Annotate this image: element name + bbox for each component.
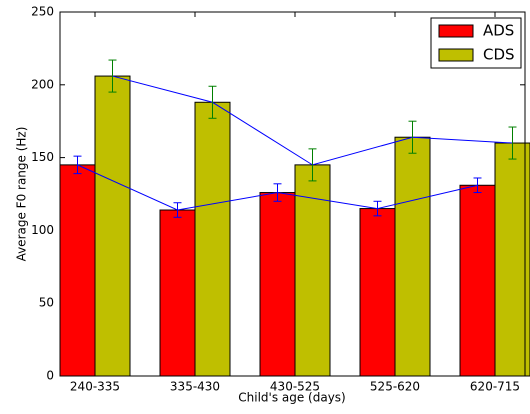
error-bar (308, 148, 317, 182)
x-tick-label: 240-335 (70, 380, 120, 394)
plot-frame (59, 11, 526, 377)
error-bar (273, 183, 282, 202)
y-tick-label: 50 (39, 296, 54, 310)
x-tick-label: 335-430 (170, 380, 220, 394)
error-bar (373, 200, 382, 217)
y-tick-label: 100 (31, 223, 54, 237)
x-tick-label: 430-525 (270, 380, 320, 394)
bar (359, 208, 396, 377)
error-bar (108, 59, 117, 93)
error-bar (173, 202, 182, 218)
error-bar (408, 120, 417, 154)
bar (394, 136, 431, 377)
x-axis-label: Child's age (days) (238, 391, 346, 405)
legend-swatch (438, 48, 474, 62)
y-tick-label: 200 (31, 77, 54, 91)
bar (94, 75, 131, 377)
y-tick-label: 250 (31, 5, 54, 19)
error-bar (208, 85, 217, 119)
legend-swatch (438, 24, 474, 38)
bar (159, 209, 196, 377)
y-tick-label: 150 (31, 150, 54, 164)
error-bar (73, 155, 82, 175)
bar (259, 192, 296, 377)
x-tick-label: 525-620 (370, 380, 420, 394)
error-bar (473, 177, 482, 194)
y-tick-label: 0 (46, 369, 54, 383)
legend-label: CDS (483, 46, 515, 64)
bar (194, 101, 231, 377)
bar (459, 184, 496, 377)
x-tick-label: 620-715 (470, 380, 520, 394)
error-bar (508, 126, 517, 160)
bar (59, 164, 96, 377)
legend-label: ADS (483, 22, 514, 40)
y-axis-label: Average F0 range (Hz) (15, 127, 29, 262)
